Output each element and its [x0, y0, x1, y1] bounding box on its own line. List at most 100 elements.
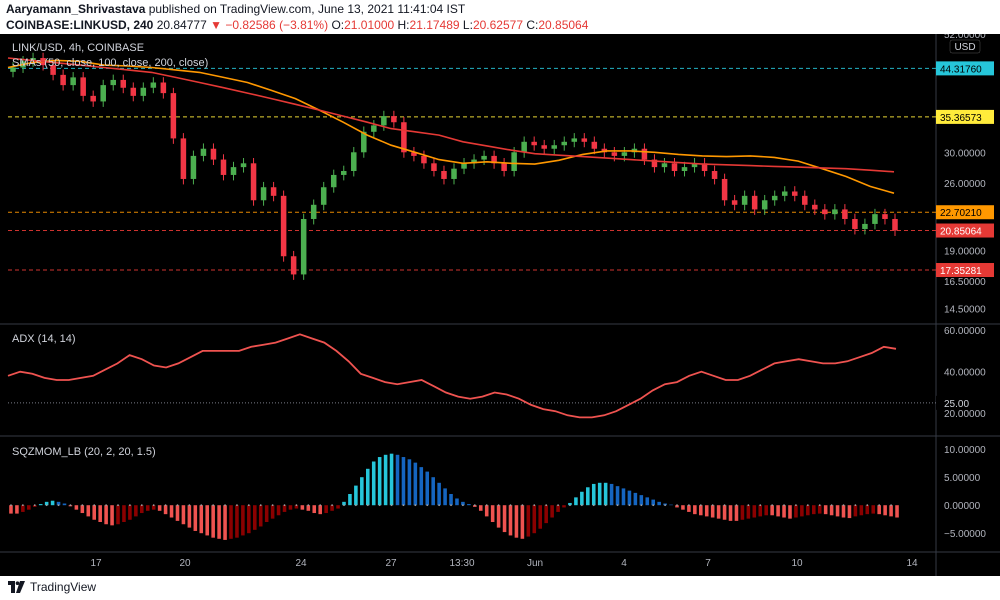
sqz-dot — [33, 504, 36, 507]
candle-body — [761, 200, 768, 210]
candle-body — [541, 145, 547, 149]
price-level-label: 20.85064 — [940, 227, 982, 238]
sqz-dot — [331, 504, 333, 507]
candle-body — [140, 87, 147, 96]
sqz-dot — [664, 504, 667, 507]
candle-body — [451, 168, 457, 179]
price-level-badge — [936, 205, 994, 220]
time-tick-label: Jun — [527, 558, 543, 569]
time-tick-label: 14 — [906, 558, 918, 569]
chart-header: Aaryamann_Shrivastava published on Tradi… — [0, 0, 1000, 34]
last-price: 20.84777 — [156, 18, 207, 32]
price-level-badge — [936, 109, 994, 124]
sqz-dot — [569, 504, 571, 507]
adx-line — [7, 333, 897, 419]
sqz-dot — [129, 504, 131, 507]
candle-body — [701, 163, 708, 171]
price-tick-label: 14.50000 — [944, 305, 986, 316]
sqz-dot — [795, 504, 797, 507]
candle-body — [190, 155, 197, 179]
candle-body — [461, 163, 467, 169]
candle-body — [471, 159, 477, 164]
candle-body — [220, 159, 227, 175]
sqz-dot — [366, 504, 369, 507]
candle-body — [721, 178, 728, 201]
candle-body — [130, 87, 137, 96]
sqz-dot — [533, 504, 536, 507]
sqz-dot — [354, 504, 357, 507]
candle-body — [792, 191, 798, 196]
chart-canvas[interactable]: 52.00000 30.00000 26.00000 19.00000 16.50000… — [0, 34, 1000, 576]
candle-body — [802, 195, 808, 205]
time-tick-label: 10 — [791, 558, 803, 569]
candle-body — [401, 122, 407, 153]
tradingview-logo[interactable]: TradingView — [8, 580, 96, 594]
candle-body — [661, 163, 668, 168]
sqz-dot — [783, 504, 785, 507]
candle-body — [571, 138, 578, 142]
candle-body — [491, 155, 497, 164]
candle-body — [300, 218, 307, 275]
sqz-dot — [878, 504, 881, 507]
price-tick-label: 16.50000 — [944, 277, 986, 288]
time-tick-label: 13:30 — [449, 558, 474, 569]
sqz-tick-label: 0.00000 — [944, 501, 981, 512]
open-value: 21.01000 — [344, 18, 395, 32]
candle-body — [711, 170, 718, 179]
sqz-dot — [247, 504, 250, 507]
candle-body — [892, 218, 898, 231]
price-level-badge — [936, 61, 994, 76]
candle-body — [391, 116, 397, 123]
candle-body — [110, 79, 116, 86]
sqz-dot — [735, 504, 738, 507]
sqz-dot — [105, 504, 108, 507]
candle-body — [581, 138, 588, 142]
candle-body — [441, 170, 447, 179]
sqz-dot — [640, 504, 643, 507]
candle-body — [421, 155, 427, 164]
sqz-dot — [450, 504, 452, 507]
low-value: 20.62577 — [472, 18, 523, 32]
time-tick-label: 20 — [179, 558, 191, 569]
symbol-info: COINBASE:LINKUSD, 240 — [6, 18, 154, 32]
price-tick-label: 30.00000 — [944, 148, 986, 159]
sqz-dot — [628, 504, 631, 507]
sqz-dot — [890, 504, 892, 507]
sqz-dot — [580, 504, 583, 507]
candle-body — [501, 163, 507, 171]
candle-body — [822, 209, 828, 215]
open-label: O: — [331, 18, 345, 32]
candle-body — [832, 209, 838, 215]
author-name[interactable]: Aaryamann_Shrivastava — [6, 2, 146, 16]
sqz-dot — [283, 504, 286, 507]
candle-body — [120, 79, 127, 88]
candle-body — [511, 152, 517, 171]
sqz-dot — [390, 504, 393, 507]
time-tick-label: 17 — [90, 558, 102, 569]
candle-body — [230, 167, 237, 175]
price-level-label: 22.70210 — [940, 208, 982, 219]
low-label: L: — [462, 18, 473, 32]
candle-body — [170, 93, 177, 139]
candle-body — [691, 163, 698, 168]
candle-body — [150, 82, 157, 88]
time-tick-label: 7 — [705, 558, 711, 569]
publish-info: published on TradingView.com, June 13, 2… — [145, 2, 466, 16]
sqz-dot — [854, 504, 857, 507]
candle-body — [30, 58, 36, 62]
sqz-dot — [592, 504, 595, 507]
sqz-tick-label: −5.00000 — [944, 529, 986, 540]
high-label: H: — [397, 18, 410, 32]
currency-badge[interactable]: USD — [949, 39, 981, 54]
time-tick-label: 24 — [295, 558, 307, 569]
sqz-dot — [438, 504, 441, 507]
candle-body — [210, 148, 217, 160]
adx-tick-label: 40.00000 — [944, 368, 986, 379]
candle-body — [812, 204, 818, 210]
sqz-dot — [866, 504, 869, 507]
sqz-tick-label: 10.00000 — [944, 445, 986, 456]
sqz-dot — [236, 504, 238, 507]
candle-body — [751, 195, 758, 210]
sqz-legend: SQZMOM_LB (20, 2, 20, 1.5) — [12, 446, 156, 458]
candle-body — [80, 77, 86, 96]
